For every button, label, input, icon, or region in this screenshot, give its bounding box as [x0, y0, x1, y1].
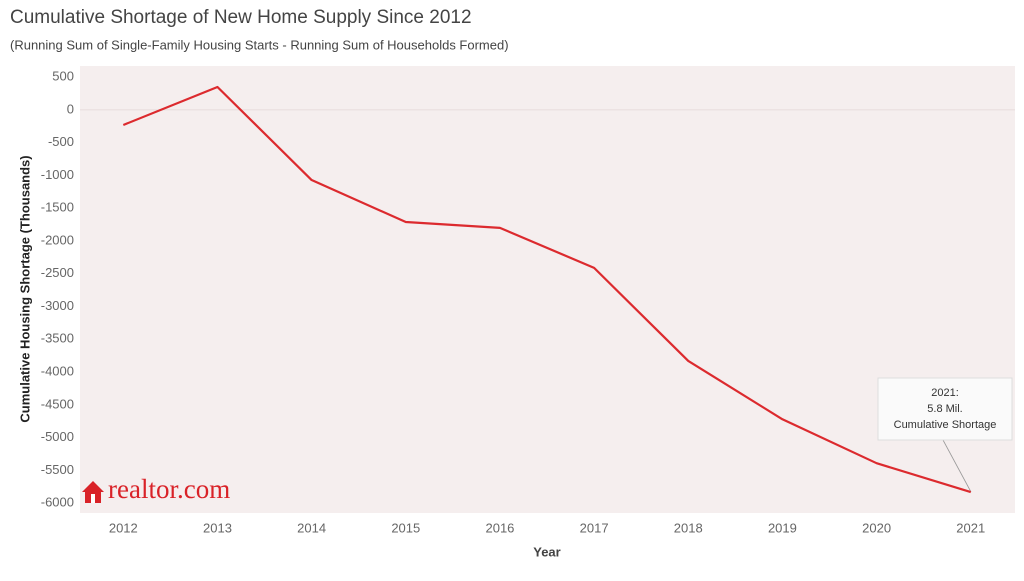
y-tick-label: -500 — [48, 134, 74, 149]
annotation-box — [877, 377, 1013, 441]
y-tick-label: -4000 — [41, 364, 74, 379]
logo-door — [91, 494, 95, 503]
annotation-text: 2021: — [931, 387, 959, 399]
annotation-text: 5.8 Mil. — [927, 403, 962, 415]
y-tick-label: -4500 — [41, 396, 74, 411]
y-tick-label: -1000 — [41, 167, 74, 182]
y-tick-label: -2000 — [41, 232, 74, 247]
y-axis-title: Cumulative Housing Shortage (Thousands) — [17, 155, 32, 422]
series-line — [122, 85, 972, 494]
x-axis-title: Year — [533, 544, 560, 559]
x-tick-label: 2016 — [485, 520, 514, 535]
annotation: 2021: 5.8 Mil. Cumulative Shortage — [894, 387, 997, 431]
x-tick-label: 2012 — [109, 520, 138, 535]
x-tick-label: 2019 — [768, 520, 797, 535]
x-tick-label: 2014 — [297, 520, 326, 535]
x-tick-label: 2018 — [674, 520, 703, 535]
x-tick-label: 2013 — [203, 520, 232, 535]
x-tick-label: 2021 — [956, 520, 985, 535]
y-tick-label: 0 — [67, 101, 74, 116]
y-tick-label: -1500 — [41, 200, 74, 215]
logo: realtor.com — [82, 474, 230, 504]
chart-subtitle: (Running Sum of Single-Family Housing St… — [10, 37, 509, 52]
plot-area — [80, 66, 1015, 513]
logo-icon — [82, 481, 104, 503]
y-tick-label: -2500 — [41, 265, 74, 280]
x-tick-label: 2017 — [580, 520, 609, 535]
logo-text: realtor.com — [108, 474, 230, 504]
chart-title: Cumulative Shortage of New Home Supply S… — [10, 7, 472, 28]
y-tick-label: -3000 — [41, 298, 74, 313]
y-tick-label: -6000 — [41, 495, 74, 510]
y-tick-label: -3500 — [41, 331, 74, 346]
x-tick-label: 2020 — [862, 520, 891, 535]
annotation-text: Cumulative Shortage — [894, 419, 997, 431]
annotation-connector — [942, 439, 972, 493]
y-tick-label: -5500 — [41, 462, 74, 477]
x-tick-label: 2015 — [391, 520, 420, 535]
y-tick-label: -5000 — [41, 429, 74, 444]
y-tick-label: 500 — [52, 69, 74, 84]
